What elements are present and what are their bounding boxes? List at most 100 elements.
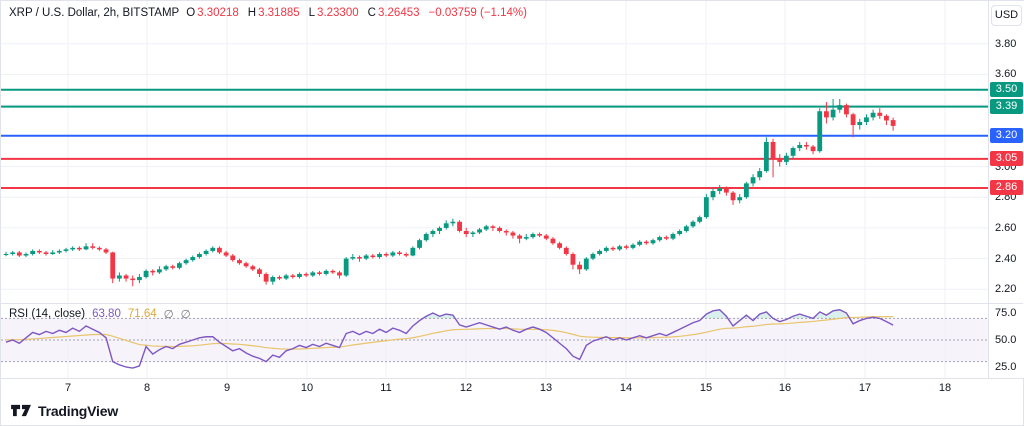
candle-body: [337, 272, 342, 276]
candle-body: [850, 114, 856, 126]
candle-body: [257, 269, 262, 274]
candle-body: [864, 117, 869, 122]
candle-body: [543, 235, 549, 239]
candle-body: [723, 187, 729, 193]
candle-body: [763, 141, 769, 172]
candle-body: [463, 230, 469, 235]
candle-body: [677, 230, 683, 235]
candle-body: [750, 177, 756, 184]
candle-body: [697, 217, 703, 222]
candle-body: [123, 275, 129, 279]
candle-body: [83, 246, 89, 250]
price-tick-label: 3.80: [995, 37, 1017, 50]
time-tick-label: 15: [699, 382, 713, 394]
candle-body: [630, 244, 636, 248]
ohlc-open: O 3.30218: [186, 7, 239, 19]
price-axis[interactable]: USD 3.803.603.403.203.002.802.602.402.20…: [988, 1, 1024, 378]
candle-body: [884, 115, 889, 121]
candle-body: [597, 250, 603, 254]
time-tick-label: 18: [938, 382, 952, 394]
candle-body: [90, 246, 96, 248]
candle-body: [110, 252, 116, 279]
candle-body: [710, 191, 716, 198]
candle-body: [804, 145, 809, 147]
candle-body: [490, 226, 496, 228]
candle-body: [757, 171, 763, 178]
candle-body: [283, 275, 289, 279]
price-level-badge: 2.86: [990, 180, 1023, 196]
price-level-badge: 3.39: [990, 99, 1023, 115]
symbol-title: XRP / U.S. Dollar, 2h, BITSTAMP: [9, 7, 180, 19]
candle-body: [230, 255, 236, 261]
rsi-ma-line: [5, 315, 894, 350]
time-tick-label: 16: [778, 382, 792, 394]
time-axis-divider: [1, 378, 1023, 379]
candle-body: [217, 247, 222, 253]
candle-body: [116, 275, 122, 279]
candle-body: [397, 252, 402, 254]
candle-body: [770, 141, 776, 159]
candle-body: [824, 111, 829, 118]
symbol-legend[interactable]: XRP / U.S. Dollar, 2h, BITSTAMP O 3.3021…: [9, 7, 527, 19]
candle-body: [717, 187, 723, 192]
price-tick-label: 2.20: [995, 283, 1017, 296]
candle-body: [523, 237, 529, 239]
price-level-badge: 3.05: [990, 151, 1023, 167]
chart-canvas[interactable]: [1, 1, 988, 379]
candles-layer: [3, 98, 896, 287]
candle-body: [103, 249, 109, 253]
rsi-tick-label: 25.0: [995, 361, 1017, 373]
candle-body: [36, 250, 42, 253]
candle-body: [163, 266, 169, 270]
candle-body: [817, 111, 823, 152]
candle-body: [243, 263, 249, 267]
candle-body: [370, 255, 376, 258]
candle-body: [16, 252, 22, 256]
candle-body: [197, 253, 202, 258]
price-change: −0.03759 (−1.14%): [428, 7, 527, 19]
candle-body: [56, 250, 62, 253]
candle-body: [483, 226, 489, 230]
candle-body: [423, 234, 429, 241]
candle-body: [357, 257, 362, 259]
time-tick-label: 13: [539, 382, 553, 394]
candle-body: [563, 247, 569, 254]
candle-body: [790, 148, 796, 156]
candle-body: [96, 247, 102, 250]
candle-body: [497, 227, 502, 231]
candle-body: [450, 221, 456, 224]
candle-body: [583, 258, 589, 270]
time-tick-label: 7: [64, 382, 72, 394]
candle-body: [150, 270, 156, 273]
candle-body: [890, 120, 896, 126]
candle-body: [857, 121, 863, 126]
candle-body: [877, 112, 883, 116]
candle-body: [223, 252, 229, 256]
time-tick-label: 12: [459, 382, 473, 394]
rsi-legend[interactable]: RSI (14, close) 63.80 71.64 ∅ ∅: [9, 307, 191, 321]
time-axis[interactable]: 7 8 9 10 11 12 13 14 15 16 17 18: [1, 379, 1023, 398]
candle-body: [570, 253, 576, 265]
candle-body: [430, 230, 436, 235]
rsi-line: [5, 309, 894, 369]
candle-body: [663, 237, 669, 239]
candle-body: [477, 229, 482, 233]
candle-body: [870, 112, 876, 118]
time-tick-label: 8: [143, 382, 151, 394]
candle-body: [683, 226, 689, 231]
pane-divider[interactable]: [1, 303, 1023, 304]
brand-link[interactable]: TradingView: [11, 402, 118, 419]
rsi-value: 63.80: [92, 308, 121, 320]
candle-body: [410, 247, 416, 256]
candle-body: [63, 249, 69, 251]
candle-body: [844, 105, 849, 115]
candle-body: [137, 277, 142, 281]
candle-body: [837, 105, 843, 110]
candle-body: [170, 266, 176, 268]
candle-body: [670, 234, 676, 239]
candle-body: [76, 247, 82, 250]
currency-label: USD: [991, 5, 1022, 26]
candle-body: [10, 252, 16, 254]
candle-body: [503, 230, 509, 233]
